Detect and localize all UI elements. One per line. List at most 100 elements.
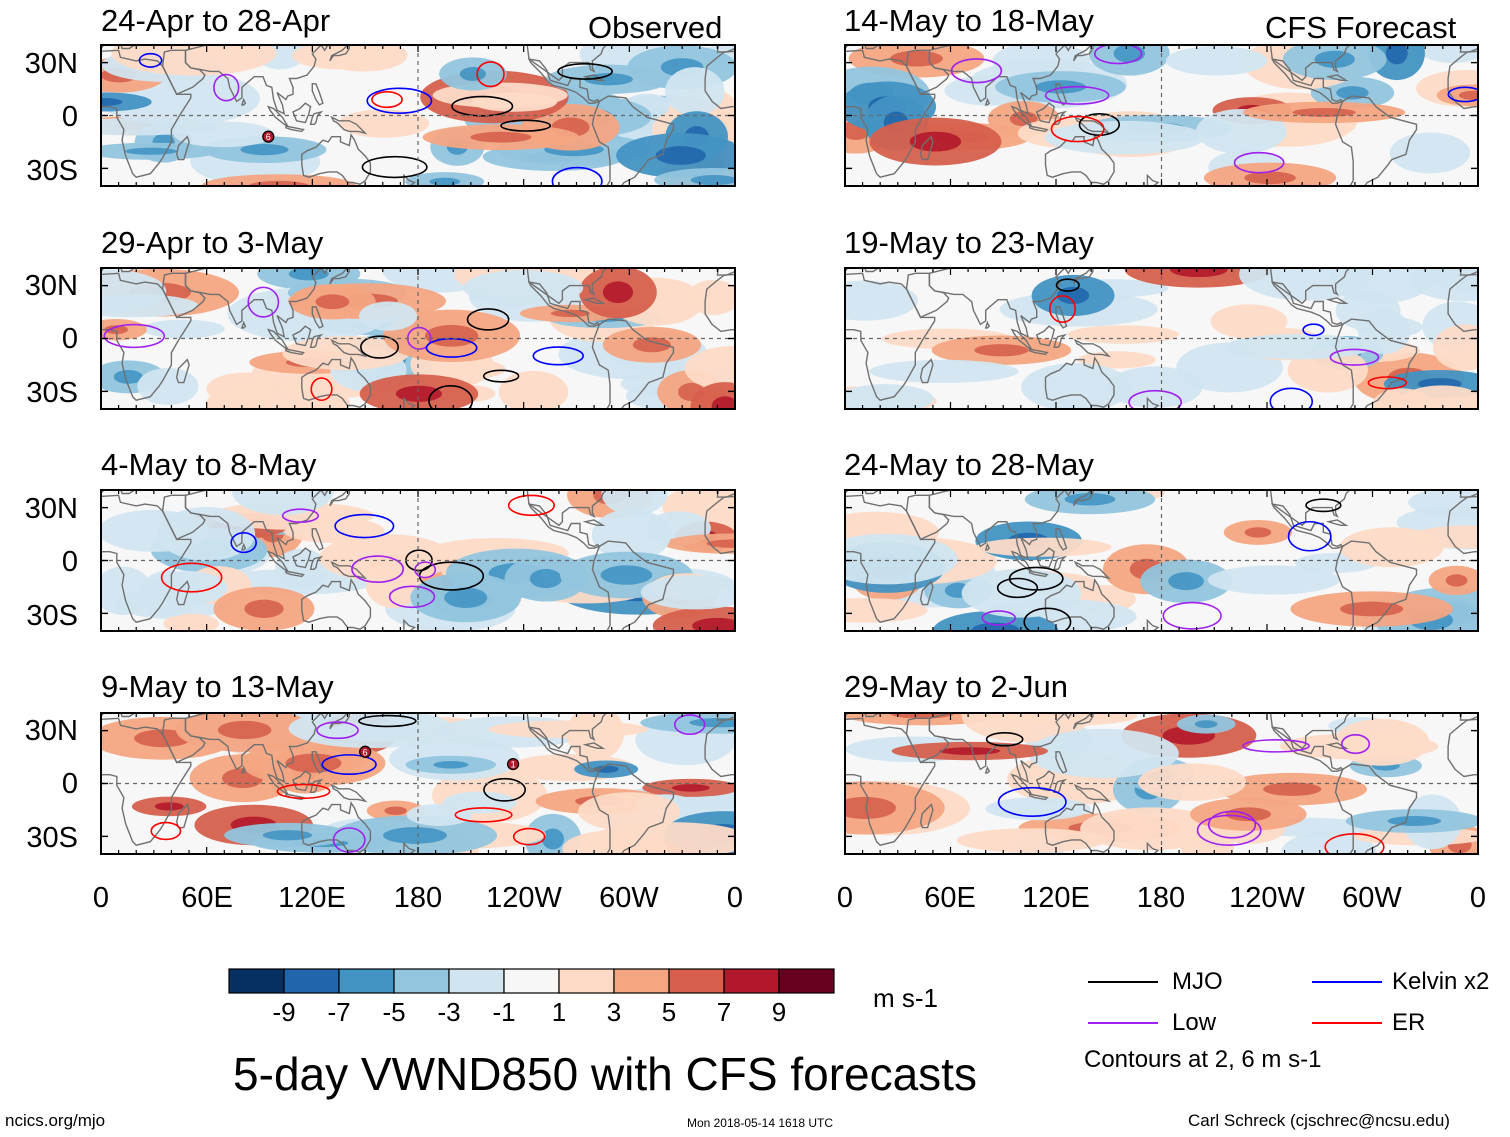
wind-anomaly-patch [845,597,928,623]
map-panel-obs-1: 6 [100,44,736,187]
wind-anomaly-patch [463,269,584,306]
wind-anomaly-core [890,50,943,67]
wave-contour [366,87,433,114]
wind-anomaly-core [248,180,309,186]
wave-contour [1162,601,1222,630]
wave-contour [388,585,436,609]
colorbar-label-p1: 1 [551,997,567,1027]
coastline-java [285,570,305,578]
wind-anomaly-patch [956,828,1106,853]
wind-anomaly-patch [471,92,558,112]
wave-contour [950,58,1003,84]
wind-anomaly-patch [1207,565,1340,595]
coastline-madagascar [919,358,934,384]
storm-marker [262,130,275,143]
wave-contour [230,532,257,554]
wind-anomaly-patch [1432,324,1478,371]
wind-anomaly-core [890,713,954,719]
wind-anomaly-patch [445,359,506,379]
coastline-newguinea [330,560,368,580]
wind-anomaly-patch [488,720,649,739]
wind-anomaly-core [395,385,442,402]
wave-contour [981,610,1017,626]
colorbar-label-m7: -7 [327,997,351,1027]
wave-contour [103,323,166,349]
wind-anomaly-core [1445,574,1468,587]
coastline-madagascar [919,803,934,829]
wind-anomaly-core [529,569,562,589]
panel-field: 6 [101,45,735,186]
colorbar-swatch [338,968,395,994]
lon-label-right-120e: 120E [1022,882,1090,914]
coastline-java [1028,348,1049,356]
coastline-sulawesi [1053,555,1068,570]
wind-anomaly-core [692,617,735,631]
colorbar-swatch [723,968,780,994]
legend-label-kelvin: Kelvin x2 [1392,968,1490,995]
wind-anomaly-patch [1044,120,1205,155]
coastline-java [1028,793,1049,801]
lon-label-right-180: 180 [1136,882,1186,914]
wind-anomaly-patch [1239,268,1374,301]
map-panel-fcst-4 [844,712,1479,855]
lat-label-30s-row4: 30S [26,822,78,854]
coastline-greatlakes [580,259,599,264]
wind-anomaly-patch [640,713,735,734]
coastline-camerica [527,58,601,104]
coastline-borneo [292,547,312,569]
lon-label-left-120e: 120E [278,882,346,914]
wind-anomaly-core [1194,720,1218,729]
coastline-newguinea [1073,338,1112,358]
colorbar-swatch [778,968,835,994]
wind-anomaly-patch [291,45,396,70]
wind-anomaly-patch [1106,366,1203,408]
coastline-borneo [292,325,312,347]
map-panel-obs-4: 61 [100,712,736,855]
observed-column-title: Observed [588,10,723,45]
wind-anomaly-core [459,67,487,81]
panel-title-observed-1: 24-Apr to 28-Apr [101,3,331,38]
coastline-sri [984,97,991,106]
coastline-newguinea [1073,560,1112,580]
forecast-column-title: CFS Forecast [1265,10,1457,45]
wave-contour [1324,833,1385,854]
lon-label-right-120w: 120W [1229,882,1305,914]
coastline-sri [984,320,991,329]
coastline-sumatra [266,328,290,351]
coastline-africa [845,494,936,623]
lat-label-eq-row3: 0 [61,546,78,578]
wave-contour [1302,323,1325,337]
coastline-camerica [1271,281,1344,327]
wave-contour [997,786,1067,818]
wind-anomaly-core [1385,45,1408,65]
wave-contour [482,369,520,383]
wave-contour [532,346,584,366]
wind-anomaly-core [240,144,289,156]
colorbar-swatch [228,968,285,994]
footer-website: ncics.org/mjo [5,1111,106,1130]
coastline-sulawesi [309,555,324,570]
wave-contour [425,337,478,358]
coastline-cuba [582,742,606,749]
coastline-sulawesi [309,333,324,348]
wind-anomaly-core [1169,268,1228,278]
coastline-namerica [1266,713,1351,750]
coastline-samerica [1334,318,1418,409]
wave-contour [1128,389,1183,409]
panel-field [845,268,1478,409]
coastline-sulawesi [1053,110,1068,126]
coastline-cuba [582,297,606,304]
coastline-cuba [1325,74,1349,82]
lat-label-30n-row4: 30N [24,715,78,747]
wave-contour [1196,814,1262,846]
coastline-sumatra [1010,105,1034,128]
wind-anomaly-core [429,177,461,186]
colorbar-label-p5: 5 [661,997,677,1027]
coastline-madagascar [175,135,190,161]
coastline-borneo [292,770,312,792]
wind-anomaly-core [262,830,313,841]
wave-contour [483,777,527,802]
storm-label: 6 [266,132,271,142]
lon-label-left-180: 180 [393,882,443,914]
wave-contour [500,119,552,132]
